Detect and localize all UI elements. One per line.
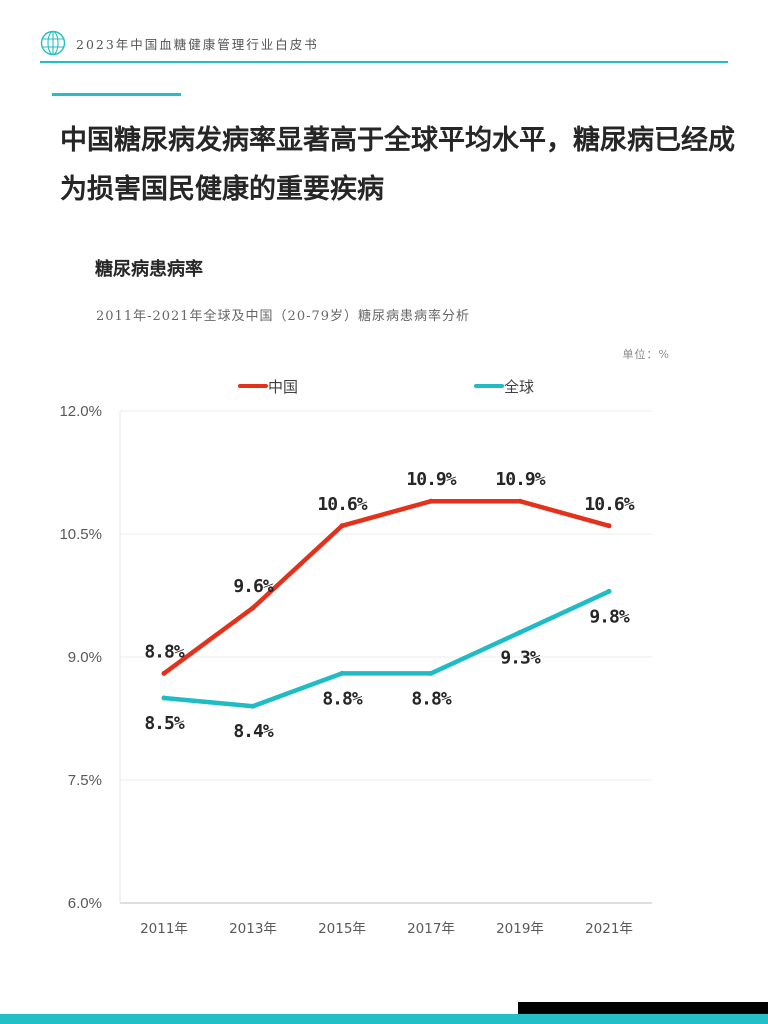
data-label: 10.6% <box>584 494 634 515</box>
x-tick-label: 2011年 <box>140 921 188 937</box>
legend-label: 全球 <box>504 378 534 396</box>
x-tick-label: 2017年 <box>407 921 455 937</box>
data-label: 8.8% <box>144 641 185 662</box>
chart-subtitle: 2011年-2021年全球及中国（20-79岁）糖尿病患病率分析 <box>96 309 471 324</box>
y-tick-label: 7.5% <box>68 772 102 789</box>
footer-black-bar <box>518 1002 768 1014</box>
data-label: 10.9% <box>495 469 545 490</box>
data-label: 8.5% <box>144 713 185 734</box>
data-label: 9.8% <box>589 606 630 627</box>
y-tick-label: 9.0% <box>68 649 102 666</box>
x-tick-label: 2019年 <box>496 921 544 937</box>
data-label: 10.9% <box>406 469 456 490</box>
y-tick-label: 10.5% <box>59 526 102 543</box>
unit-label: 单位：% <box>622 348 670 361</box>
x-tick-label: 2013年 <box>229 921 277 937</box>
data-point <box>517 629 523 635</box>
data-label: 10.6% <box>317 494 367 515</box>
data-label: 8.4% <box>233 721 274 742</box>
data-point <box>250 605 256 611</box>
data-point <box>339 523 345 529</box>
headline-accent-bar <box>52 93 181 96</box>
x-tick-label: 2021年 <box>585 921 633 937</box>
data-point <box>161 670 167 676</box>
data-label: 9.3% <box>500 647 541 668</box>
data-point <box>428 670 434 676</box>
data-point <box>161 695 167 701</box>
series-line <box>161 589 612 709</box>
series-line <box>161 498 612 676</box>
legend-label: 中国 <box>268 378 298 396</box>
x-tick-label: 2015年 <box>318 921 366 937</box>
report-header: 2023年中国血糖健康管理行业白皮书 <box>40 28 730 62</box>
data-point <box>606 588 612 594</box>
chart-heading: 糖尿病患病率 <box>95 259 203 280</box>
data-point <box>250 703 256 709</box>
globe-logo-icon <box>40 30 66 56</box>
data-point <box>606 523 612 529</box>
data-point <box>517 498 523 504</box>
data-point <box>339 670 345 676</box>
y-tick-label: 6.0% <box>68 895 102 912</box>
header-divider <box>40 61 728 63</box>
data-label: 9.6% <box>233 576 274 597</box>
report-title: 2023年中国血糖健康管理行业白皮书 <box>76 37 319 52</box>
page-headline: 中国糖尿病发病率显著高于全球平均水平，糖尿病已经成为损害国民健康的重要疾病 <box>60 125 735 205</box>
y-tick-label: 12.0% <box>59 403 102 420</box>
data-point <box>428 498 434 504</box>
prevalence-line-chart: 6.0% 7.5% 9.0% 10.5% 12.0% 2011年 2013年 2015年 201… <box>59 378 652 937</box>
footer-teal-bar <box>0 1014 768 1024</box>
data-label: 8.8% <box>411 688 452 709</box>
data-label: 8.8% <box>322 688 363 709</box>
